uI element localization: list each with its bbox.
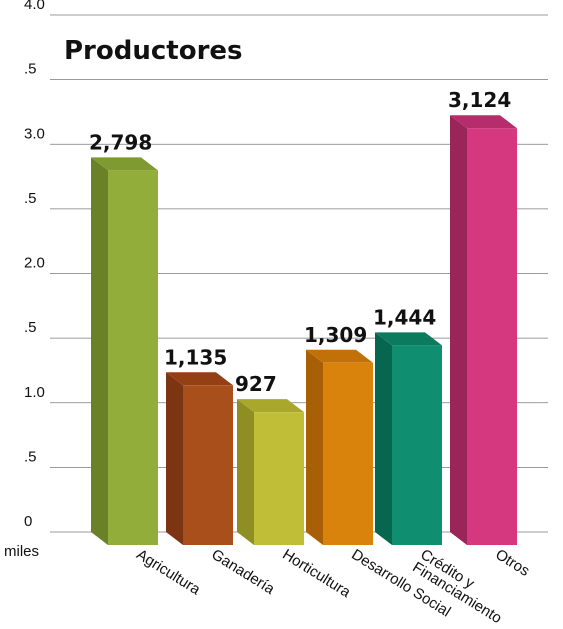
bar-top-face [375,332,442,346]
bar-front-face [392,345,442,545]
bar-top-face [91,157,158,171]
bar-6 [450,115,517,546]
y-tick-label: .5 [24,448,37,465]
data-label: 1,309 [304,323,367,347]
bar-front-face [183,385,233,545]
y-tick-label: 4.0 [24,0,45,13]
y-tick-label: 2.0 [24,255,45,272]
y-tick-label: 3.0 [24,125,45,142]
data-label: 1,135 [164,345,227,369]
bar-top-face [166,372,233,386]
bar-2 [166,372,233,545]
bar-side-face [450,115,467,546]
category-label: Agricultura [133,546,203,599]
y-tick-label: .5 [24,319,37,336]
bar-side-face [166,372,183,545]
category-labels: Agricultura Ganadería HorticulturaDesarrol… [133,546,532,627]
bar-top-face [237,399,304,413]
data-label: 927 [235,372,277,396]
bar-5 [375,332,442,545]
category-label: Ganadería [208,546,278,598]
y-tick-label: 1.0 [24,384,45,401]
category-label-line: Ganadería [208,546,278,598]
category-label: Horticultura [279,546,354,601]
y-tick-label: 0 [24,513,32,530]
y-tick-label: .5 [24,190,37,207]
y-tick-label: .5 [24,61,37,78]
data-label: 3,124 [448,88,511,112]
data-label: 1,444 [373,305,436,329]
bar-4 [306,349,373,545]
bar-1 [91,157,158,545]
bar-front-face [254,412,304,545]
bar-side-face [306,349,323,545]
bar-front-face [323,362,373,545]
category-label: Otros [492,546,532,580]
bar-side-face [237,399,254,545]
bar-side-face [91,157,108,545]
category-label-line: Agricultura [133,546,203,599]
y-axis-unit-label: miles [4,543,39,560]
bar-side-face [375,332,392,545]
bars [91,115,517,546]
bar-top-face [306,349,373,363]
bar-top-face [450,115,517,129]
y-axis-ticks: 0 .5 1.0 .5 2.0 .5 3.0 .5 4.0 [24,0,45,530]
bar-front-face [108,170,158,545]
chart-title: Productores [64,36,243,66]
data-label: 2,798 [89,130,152,154]
bar-front-face [467,128,517,545]
category-label-line: Otros [492,546,532,580]
category-label-line: Horticultura [279,546,354,601]
bar-3 [237,399,304,545]
